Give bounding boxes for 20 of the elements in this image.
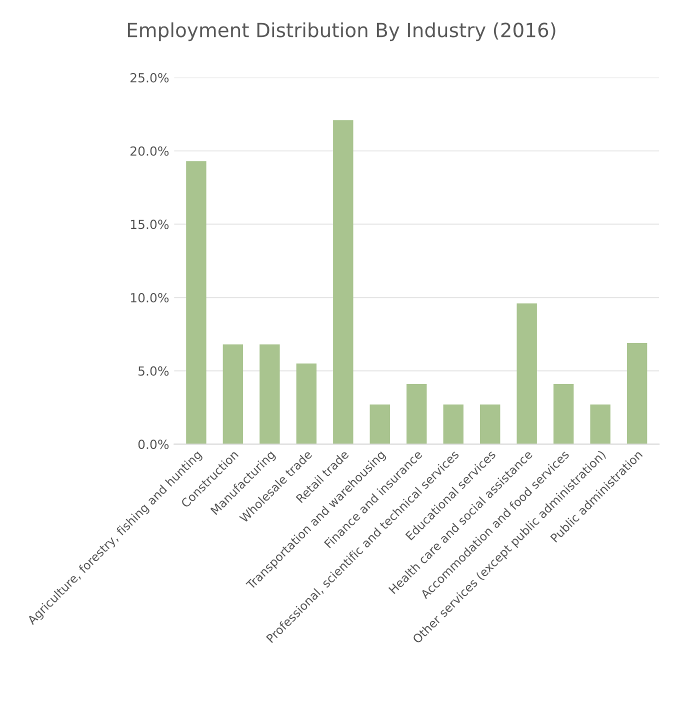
y-tick-label: 5.0% xyxy=(138,366,169,376)
bar xyxy=(516,303,537,444)
bar xyxy=(480,404,500,444)
bar xyxy=(370,404,390,444)
y-tick-label: 10.0% xyxy=(130,292,169,302)
y-tick-label: 20.0% xyxy=(130,146,169,156)
bar xyxy=(186,161,206,444)
y-tick-label: 0.0% xyxy=(138,440,169,450)
bar xyxy=(333,120,354,444)
bar xyxy=(590,404,610,444)
bar xyxy=(553,384,574,444)
bar xyxy=(222,344,244,444)
y-tick-label: 15.0% xyxy=(130,220,169,230)
bar xyxy=(443,404,464,444)
bar xyxy=(260,344,280,444)
y-tick-label: 25.0% xyxy=(130,73,169,82)
bar xyxy=(626,342,648,444)
bar xyxy=(296,364,317,444)
chart-title: Employment Distribution By Industry (2016) xyxy=(128,22,556,42)
bar xyxy=(406,384,427,444)
